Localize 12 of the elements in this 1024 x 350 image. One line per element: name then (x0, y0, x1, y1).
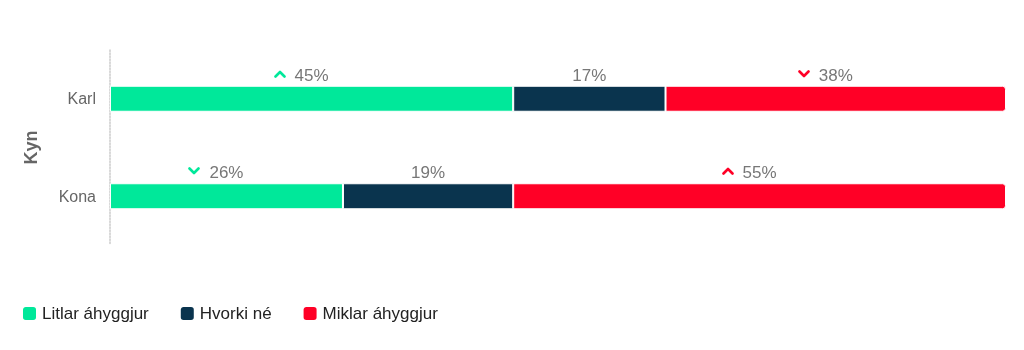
data-label: 38% (818, 65, 853, 85)
legend-label: Miklar áhyggjur (322, 304, 439, 323)
legend-label: Hvorki né (199, 304, 272, 323)
data-label: 17% (572, 65, 607, 85)
y-tick-label: Kona (58, 187, 97, 205)
data-label: 55% (742, 163, 777, 183)
y-tick-label: Karl (67, 90, 96, 108)
data-label: 26% (209, 163, 244, 183)
y-axis-title: Kyn (21, 130, 41, 165)
legend-label: Litlar áhyggjur (42, 304, 150, 323)
data-label: 19% (411, 163, 446, 183)
data-label: 45% (294, 65, 329, 85)
